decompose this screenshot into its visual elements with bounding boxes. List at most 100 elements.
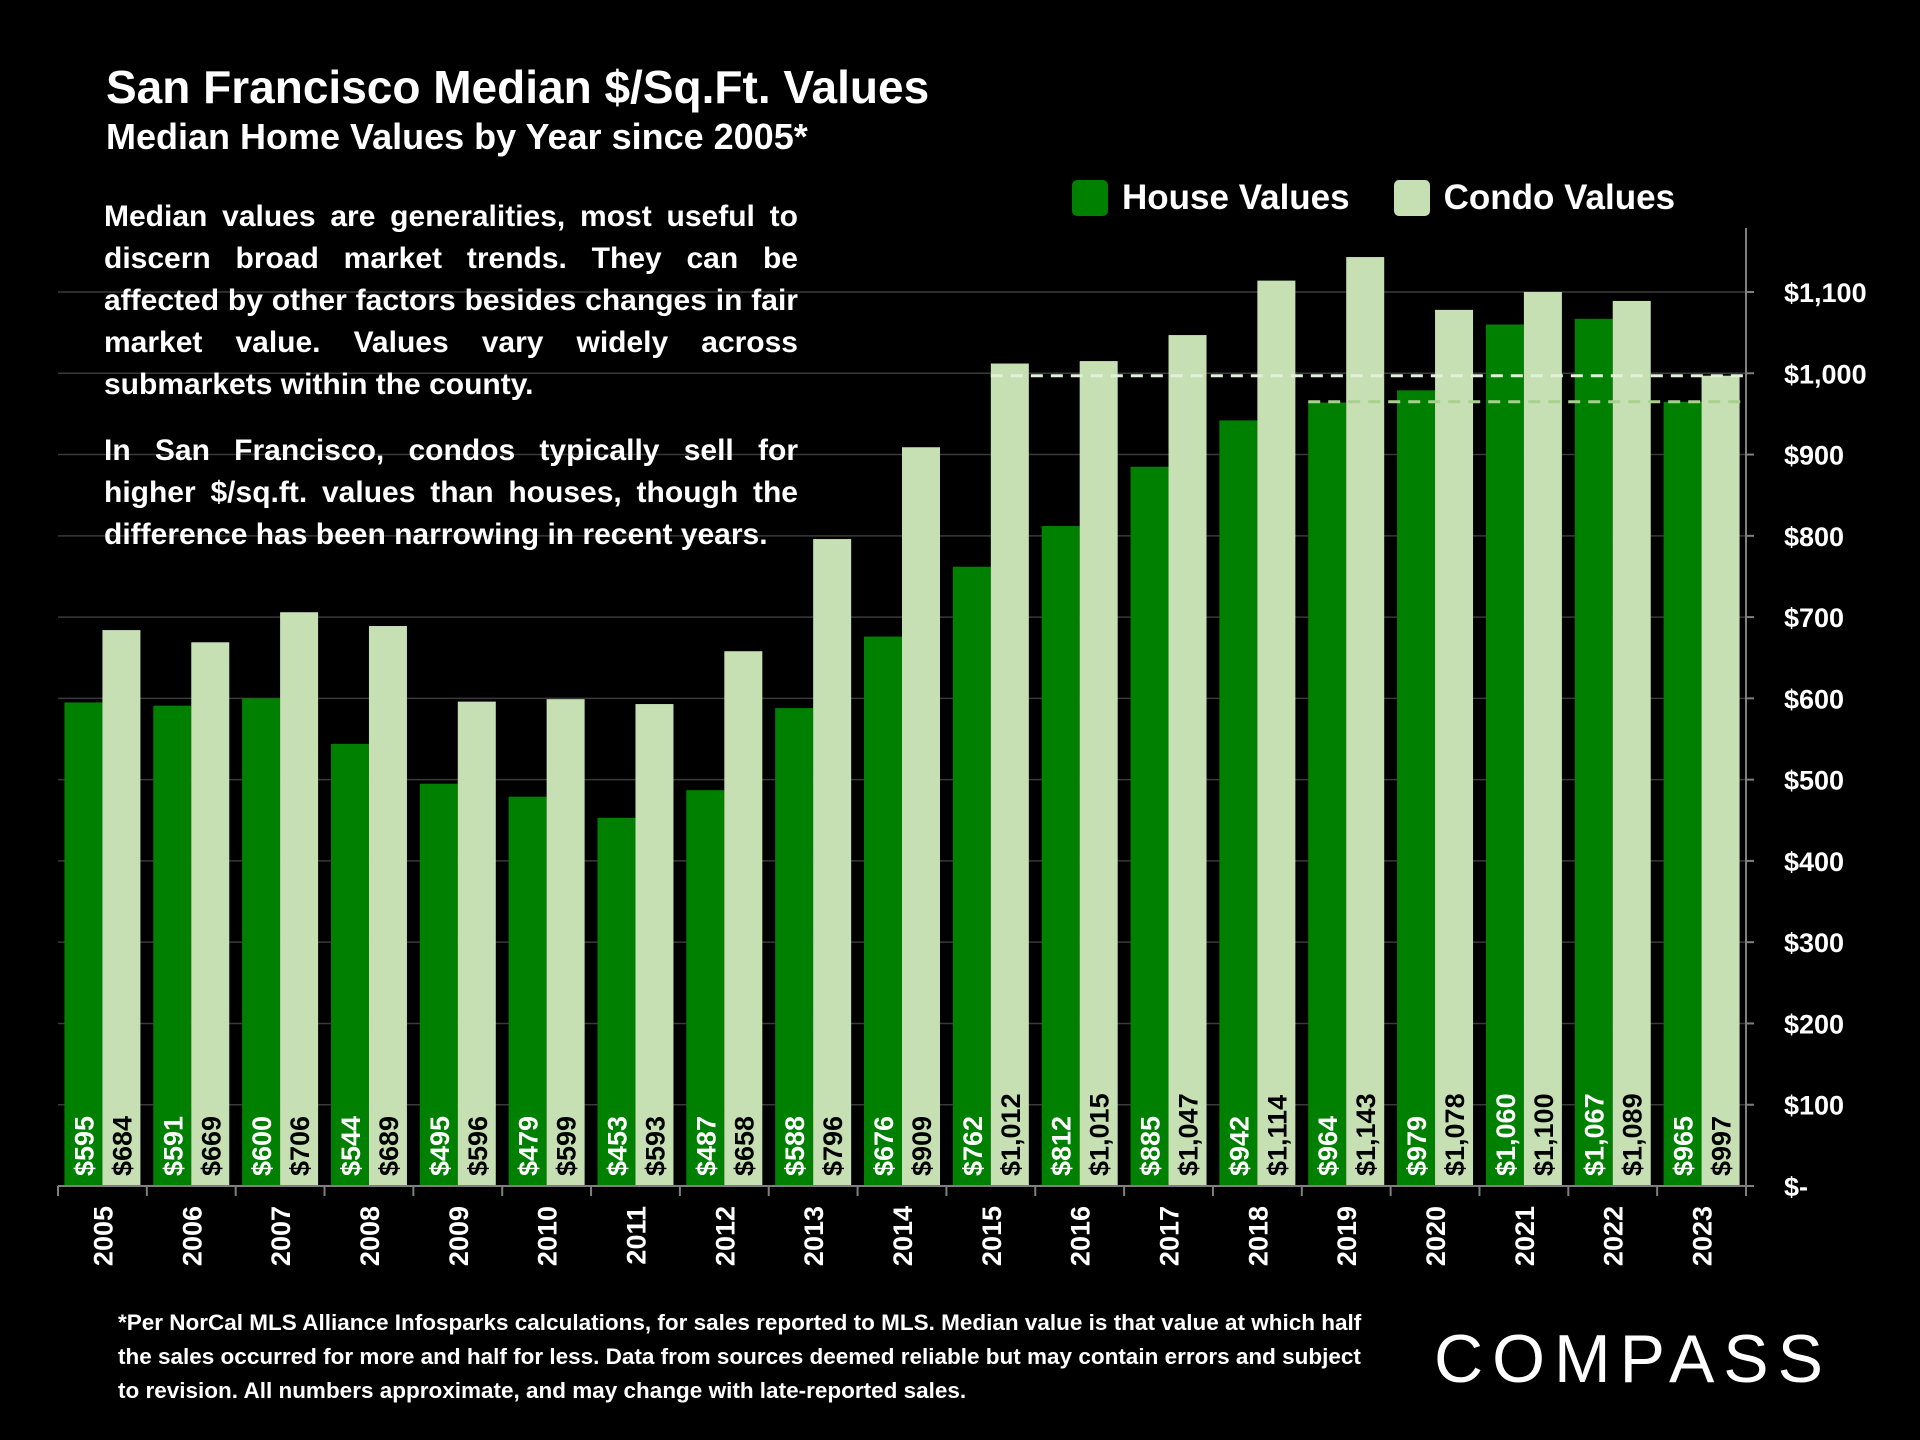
x-tick-label: 2022 (1599, 1206, 1629, 1266)
x-tick-label: 2009 (444, 1206, 474, 1266)
logo-wordmark: COMPASS (1434, 1321, 1832, 1394)
x-tick-label: 2023 (1688, 1206, 1718, 1266)
house-bar (508, 796, 547, 1186)
house-value-label: $479 (514, 1116, 544, 1176)
x-tick-label: 2006 (177, 1206, 207, 1266)
condo-bar (191, 642, 230, 1186)
house-bar (153, 705, 192, 1186)
y-tick-label: $1,100 (1784, 278, 1867, 308)
legend-swatch-house (1072, 180, 1108, 216)
condo-bar (280, 612, 319, 1186)
condo-value-label: $684 (107, 1116, 137, 1176)
condo-bar (1701, 375, 1740, 1186)
legend-swatch-condo (1393, 180, 1430, 216)
house-value-label: $762 (958, 1116, 988, 1176)
x-tick-label: 2014 (888, 1206, 918, 1266)
condo-value-label: $599 (552, 1116, 582, 1176)
y-tick-label: $1,000 (1784, 359, 1867, 389)
y-tick-label: $500 (1784, 766, 1844, 796)
x-tick-label: 2021 (1510, 1206, 1540, 1266)
data-labels: $595 $684 $591 $669 $600 $706 $544 $689 $495 $596… (69, 1093, 1736, 1176)
y-tick-label: $900 (1784, 441, 1844, 471)
condo-value-label: $1,047 (1174, 1093, 1204, 1176)
house-value-label: $1,067 (1580, 1093, 1610, 1176)
house-value-label: $544 (336, 1116, 366, 1176)
condo-bar (1257, 280, 1296, 1186)
legend-item-condo: Condo Values (1393, 178, 1676, 218)
condo-bar (1168, 335, 1207, 1186)
y-tick-label: $200 (1784, 1009, 1844, 1039)
condo-value-label: $1,143 (1351, 1093, 1381, 1176)
legend-label-condo: Condo Values (1443, 178, 1676, 217)
condo-bar (1346, 257, 1385, 1186)
condo-value-label: $1,114 (1262, 1095, 1292, 1176)
axes: $- $100 $200 $300 $400 $500 $600 $700 $800 $900 $1… (57, 228, 1867, 1266)
x-tick-label: 2007 (266, 1206, 296, 1266)
house-bar (419, 783, 458, 1186)
x-tick-label: 2010 (533, 1206, 563, 1266)
house-bar (1663, 401, 1702, 1187)
house-value-label: $453 (602, 1116, 632, 1176)
bars (64, 257, 1740, 1187)
x-tick-label: 2013 (799, 1206, 829, 1266)
x-tick-label: 2019 (1332, 1206, 1362, 1266)
condo-bar (990, 363, 1029, 1186)
x-tick-label: 2018 (1243, 1206, 1273, 1266)
house-value-label: $487 (691, 1116, 721, 1176)
house-bar (864, 636, 902, 1186)
x-tick-label: 2005 (88, 1206, 118, 1266)
house-value-label: $591 (158, 1116, 188, 1176)
y-tick-label: $300 (1784, 928, 1844, 958)
condo-bar (635, 704, 674, 1186)
house-value-label: $942 (1224, 1116, 1254, 1176)
condo-bar (1079, 361, 1118, 1187)
house-value-label: $600 (247, 1116, 277, 1176)
condo-bar (546, 699, 585, 1186)
house-bar (330, 743, 369, 1186)
house-value-label: $965 (1669, 1116, 1699, 1176)
condo-bar (724, 651, 763, 1186)
condo-bar (813, 539, 852, 1186)
condo-value-label: $1,089 (1618, 1093, 1648, 1176)
condo-bar (1435, 309, 1474, 1186)
legend-item-house: House Values (1072, 178, 1350, 218)
chart-title: San Francisco Median $/Sq.Ft. Values (106, 61, 930, 113)
house-bar (952, 566, 991, 1186)
comparison-note: In San Francisco, condos typically sell … (104, 434, 798, 551)
house-bar (1485, 324, 1524, 1186)
footnote: *Per NorCal MLS Alliance Infosparks calc… (118, 1310, 1362, 1403)
house-bar (775, 708, 814, 1186)
y-tick-label: $600 (1784, 684, 1844, 714)
house-value-label: $595 (69, 1116, 99, 1176)
house-bar (64, 702, 103, 1186)
house-value-label: $676 (869, 1116, 899, 1176)
y-tick-label: $800 (1784, 522, 1844, 552)
condo-bar (102, 630, 141, 1186)
house-value-label: $1,060 (1491, 1093, 1521, 1176)
condo-bar (1523, 292, 1562, 1186)
condo-bar (457, 701, 496, 1186)
condo-value-label: $1,100 (1529, 1093, 1559, 1176)
house-bar (1574, 318, 1613, 1186)
y-tick-label: $100 (1784, 1091, 1844, 1121)
x-tick-label: 2015 (977, 1206, 1007, 1266)
house-bar (242, 698, 281, 1186)
x-tick-label: 2012 (710, 1206, 740, 1266)
condo-value-label: $997 (1707, 1116, 1737, 1176)
house-value-label: $885 (1136, 1116, 1166, 1176)
house-value-label: $812 (1047, 1116, 1077, 1176)
condo-value-label: $706 (285, 1116, 315, 1176)
y-tick-label: $700 (1784, 603, 1844, 633)
y-tick-label: $- (1784, 1172, 1808, 1202)
condo-value-label: $669 (196, 1116, 226, 1176)
house-bar (1041, 526, 1080, 1186)
condo-value-label: $1,078 (1440, 1093, 1470, 1176)
condo-value-label: $593 (640, 1116, 670, 1176)
x-tick-label: 2011 (621, 1206, 651, 1265)
house-value-label: $964 (1313, 1116, 1343, 1176)
compass-logo: COMPASS (1434, 1321, 1832, 1394)
legend-label-house: House Values (1122, 178, 1350, 217)
house-bar (1219, 420, 1258, 1187)
condo-bar (902, 447, 940, 1186)
